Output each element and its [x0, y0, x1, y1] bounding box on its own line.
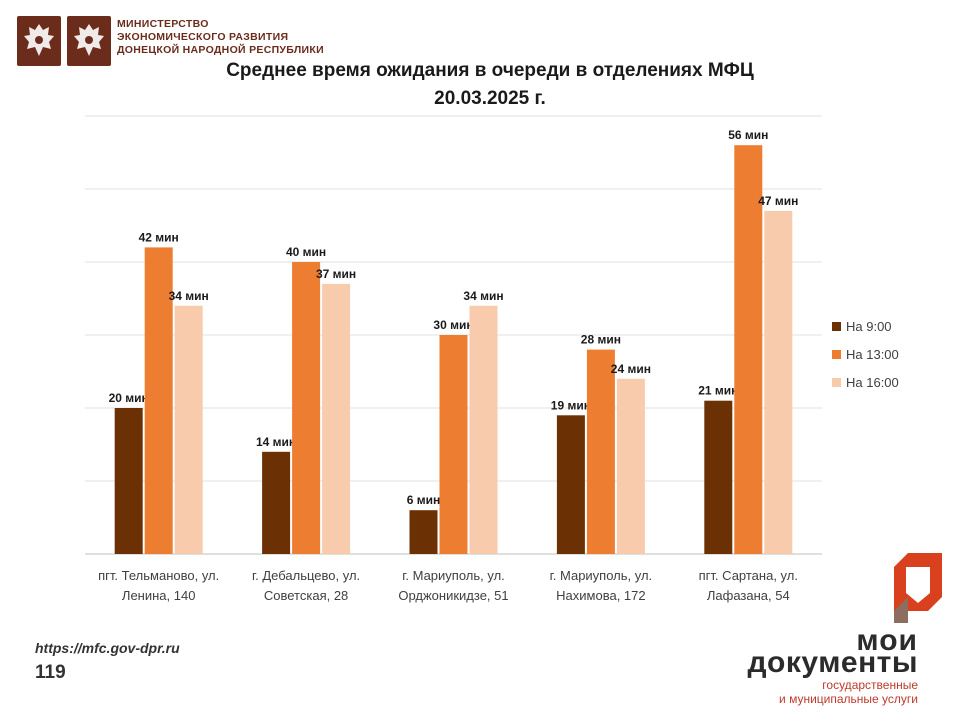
bar [734, 145, 763, 554]
ministry-line: ДОНЕЦКОЙ НАРОДНОЙ РЕСПУБЛИКИ [117, 44, 324, 56]
legend-swatch [832, 350, 841, 359]
bar [144, 247, 173, 554]
page-number: 119 [35, 662, 66, 683]
bar [704, 400, 733, 554]
legend-entry: На 16:00 [846, 375, 899, 390]
moi-dokumenty-logo-icon [888, 553, 944, 628]
bar [616, 378, 645, 554]
eagle-emblem-icon [67, 16, 111, 66]
data-label: 19 мин [551, 398, 591, 412]
legend-swatch [832, 378, 841, 387]
category-label: пгт. Сартана, ул. [699, 568, 798, 583]
legend-swatch [832, 322, 841, 331]
website-url[interactable]: https://mfc.gov-dpr.ru [35, 640, 180, 656]
data-label: 42 мин [139, 230, 179, 244]
logo-subtitle: государственные [822, 678, 918, 692]
data-label: 56 мин [728, 128, 768, 142]
bar-chart: 20 мин 42 мин 34 мин пгт. Тельманово, ул. Ле… [85, 115, 899, 603]
data-label: 21 мин [698, 384, 738, 398]
data-label: 20 мин [109, 391, 149, 405]
category-label: Советская, 28 [264, 588, 348, 603]
data-label: 30 мин [433, 318, 473, 332]
legend-entry: На 13:00 [846, 347, 899, 362]
data-label: 40 мин [286, 245, 326, 259]
category-label: г. Мариуполь, ул. [402, 568, 505, 583]
category-label: г. Дебальцево, ул. [252, 568, 360, 583]
data-label: 14 мин [256, 435, 296, 449]
bar [439, 335, 468, 554]
data-label: 6 мин [407, 493, 441, 507]
data-label: 34 мин [169, 289, 209, 303]
data-label: 47 мин [758, 194, 798, 208]
category-label: Ленина, 140 [122, 588, 196, 603]
data-label: 34 мин [463, 289, 503, 303]
bar [409, 510, 438, 554]
data-label: 28 мин [581, 333, 621, 347]
category-label: Орджоникидзе, 51 [398, 588, 508, 603]
category-label: Лафазана, 54 [707, 588, 790, 603]
data-label: 24 мин [611, 362, 651, 376]
ministry-line: МИНИСТЕРСТВО [117, 18, 209, 30]
category-label: пгт. Тельманово, ул. [98, 568, 219, 583]
chart-subtitle: 20.03.2025 г. [434, 88, 546, 109]
bar [322, 283, 351, 554]
data-label: 37 мин [316, 267, 356, 281]
category-label: г. Мариуполь, ул. [550, 568, 653, 583]
bar [586, 349, 615, 554]
legend-entry: На 9:00 [846, 319, 892, 334]
category-label: Нахимова, 172 [556, 588, 645, 603]
chart-title: Среднее время ожидания в очереди в отдел… [226, 60, 754, 81]
ministry-name: МИНИСТЕРСТВО ЭКОНОМИЧЕСКОГО РАЗВИТИЯ ДОН… [117, 18, 324, 57]
bar [556, 415, 585, 554]
bar [174, 305, 203, 554]
logo-word-dokumenty: документы [747, 646, 918, 679]
ministry-line: ЭКОНОМИЧЕСКОГО РАЗВИТИЯ [117, 31, 289, 43]
logo-subtitle: и муниципальные услуги [779, 692, 918, 706]
bar [114, 408, 143, 554]
bar [262, 451, 291, 554]
bar [292, 262, 321, 554]
logo-word-moi: мои [856, 624, 918, 657]
bar [469, 305, 498, 554]
bar [764, 210, 793, 554]
eagle-emblem-icon [17, 16, 61, 66]
